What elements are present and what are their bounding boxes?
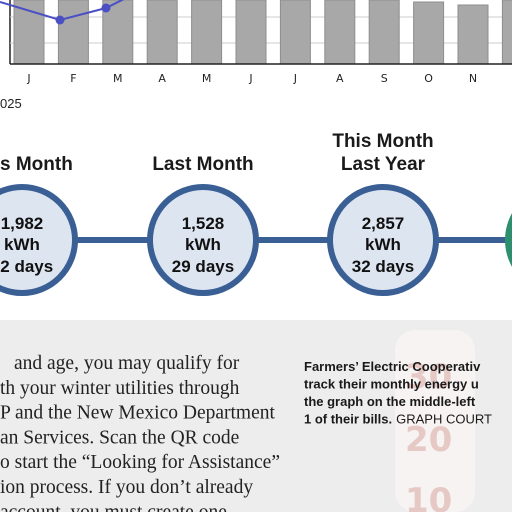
month-label: A bbox=[158, 72, 166, 85]
body-line: and age, you may qualify for bbox=[14, 353, 240, 374]
body-line: o start the “Looking for Assistance” bbox=[0, 452, 280, 473]
trend-line bbox=[0, 0, 125, 22]
circle bbox=[505, 213, 512, 267]
bar bbox=[279, 0, 311, 65]
days: 32 days bbox=[0, 257, 53, 276]
days: 29 days bbox=[172, 257, 234, 276]
caption-line: track their monthly energy u bbox=[304, 377, 479, 392]
caption-line: the graph on the middle-left bbox=[304, 394, 476, 409]
year: 025 bbox=[0, 96, 22, 111]
bars bbox=[13, 0, 512, 65]
trend-dot bbox=[55, 15, 65, 25]
trend-dot bbox=[101, 3, 111, 13]
bar bbox=[146, 0, 178, 65]
month-label: M bbox=[202, 72, 212, 85]
heading: s Month bbox=[0, 154, 73, 175]
bar bbox=[368, 0, 400, 65]
circle bbox=[327, 184, 439, 296]
month-label: J bbox=[26, 72, 30, 85]
month-label: A bbox=[336, 72, 344, 85]
bar bbox=[501, 0, 512, 65]
month-label: J bbox=[248, 72, 252, 85]
body-line: P and the New Mexico Department bbox=[0, 403, 275, 424]
heading: Last Month bbox=[152, 154, 253, 175]
circle bbox=[147, 184, 259, 296]
month-label: M bbox=[113, 72, 123, 85]
month-label: F bbox=[70, 72, 76, 85]
caption-credit: GRAPH COURT bbox=[396, 412, 492, 427]
body-line: account, you must create one bbox=[0, 502, 227, 512]
month-label: N bbox=[469, 72, 477, 85]
body-line: th your winter utilities through bbox=[0, 378, 240, 399]
heading: Last Year bbox=[341, 154, 426, 175]
days: 32 days bbox=[352, 257, 414, 276]
value: 2,857 bbox=[362, 214, 405, 233]
bar bbox=[13, 0, 45, 65]
caption-line: 1 of their bills. GRAPH COURT bbox=[304, 412, 492, 427]
body-line: ion process. If you don’t already bbox=[0, 477, 253, 498]
unit: kWh bbox=[365, 235, 401, 254]
thermometer bbox=[395, 330, 475, 512]
circle bbox=[0, 184, 78, 296]
heading: This Month bbox=[332, 131, 433, 152]
month-label: O bbox=[424, 72, 433, 85]
bar bbox=[235, 0, 267, 65]
body-line: an Services. Scan the QR code bbox=[0, 427, 239, 448]
thermometer-label: 20 bbox=[405, 420, 452, 460]
caption-line: Farmers’ Electric Cooperativ bbox=[304, 359, 481, 374]
bar bbox=[413, 1, 445, 65]
value: 1,528 bbox=[182, 214, 225, 233]
bar bbox=[324, 0, 356, 65]
thermometer-label: 30 bbox=[405, 357, 452, 397]
month-label: S bbox=[381, 72, 388, 85]
thermometer-label: 10 bbox=[405, 481, 452, 512]
unit: kWh bbox=[4, 235, 40, 254]
bar bbox=[191, 0, 223, 65]
bar bbox=[57, 0, 89, 65]
value: 1,982 bbox=[1, 214, 44, 233]
bar bbox=[457, 4, 489, 65]
unit: kWh bbox=[185, 235, 221, 254]
month-label: J bbox=[293, 72, 297, 85]
